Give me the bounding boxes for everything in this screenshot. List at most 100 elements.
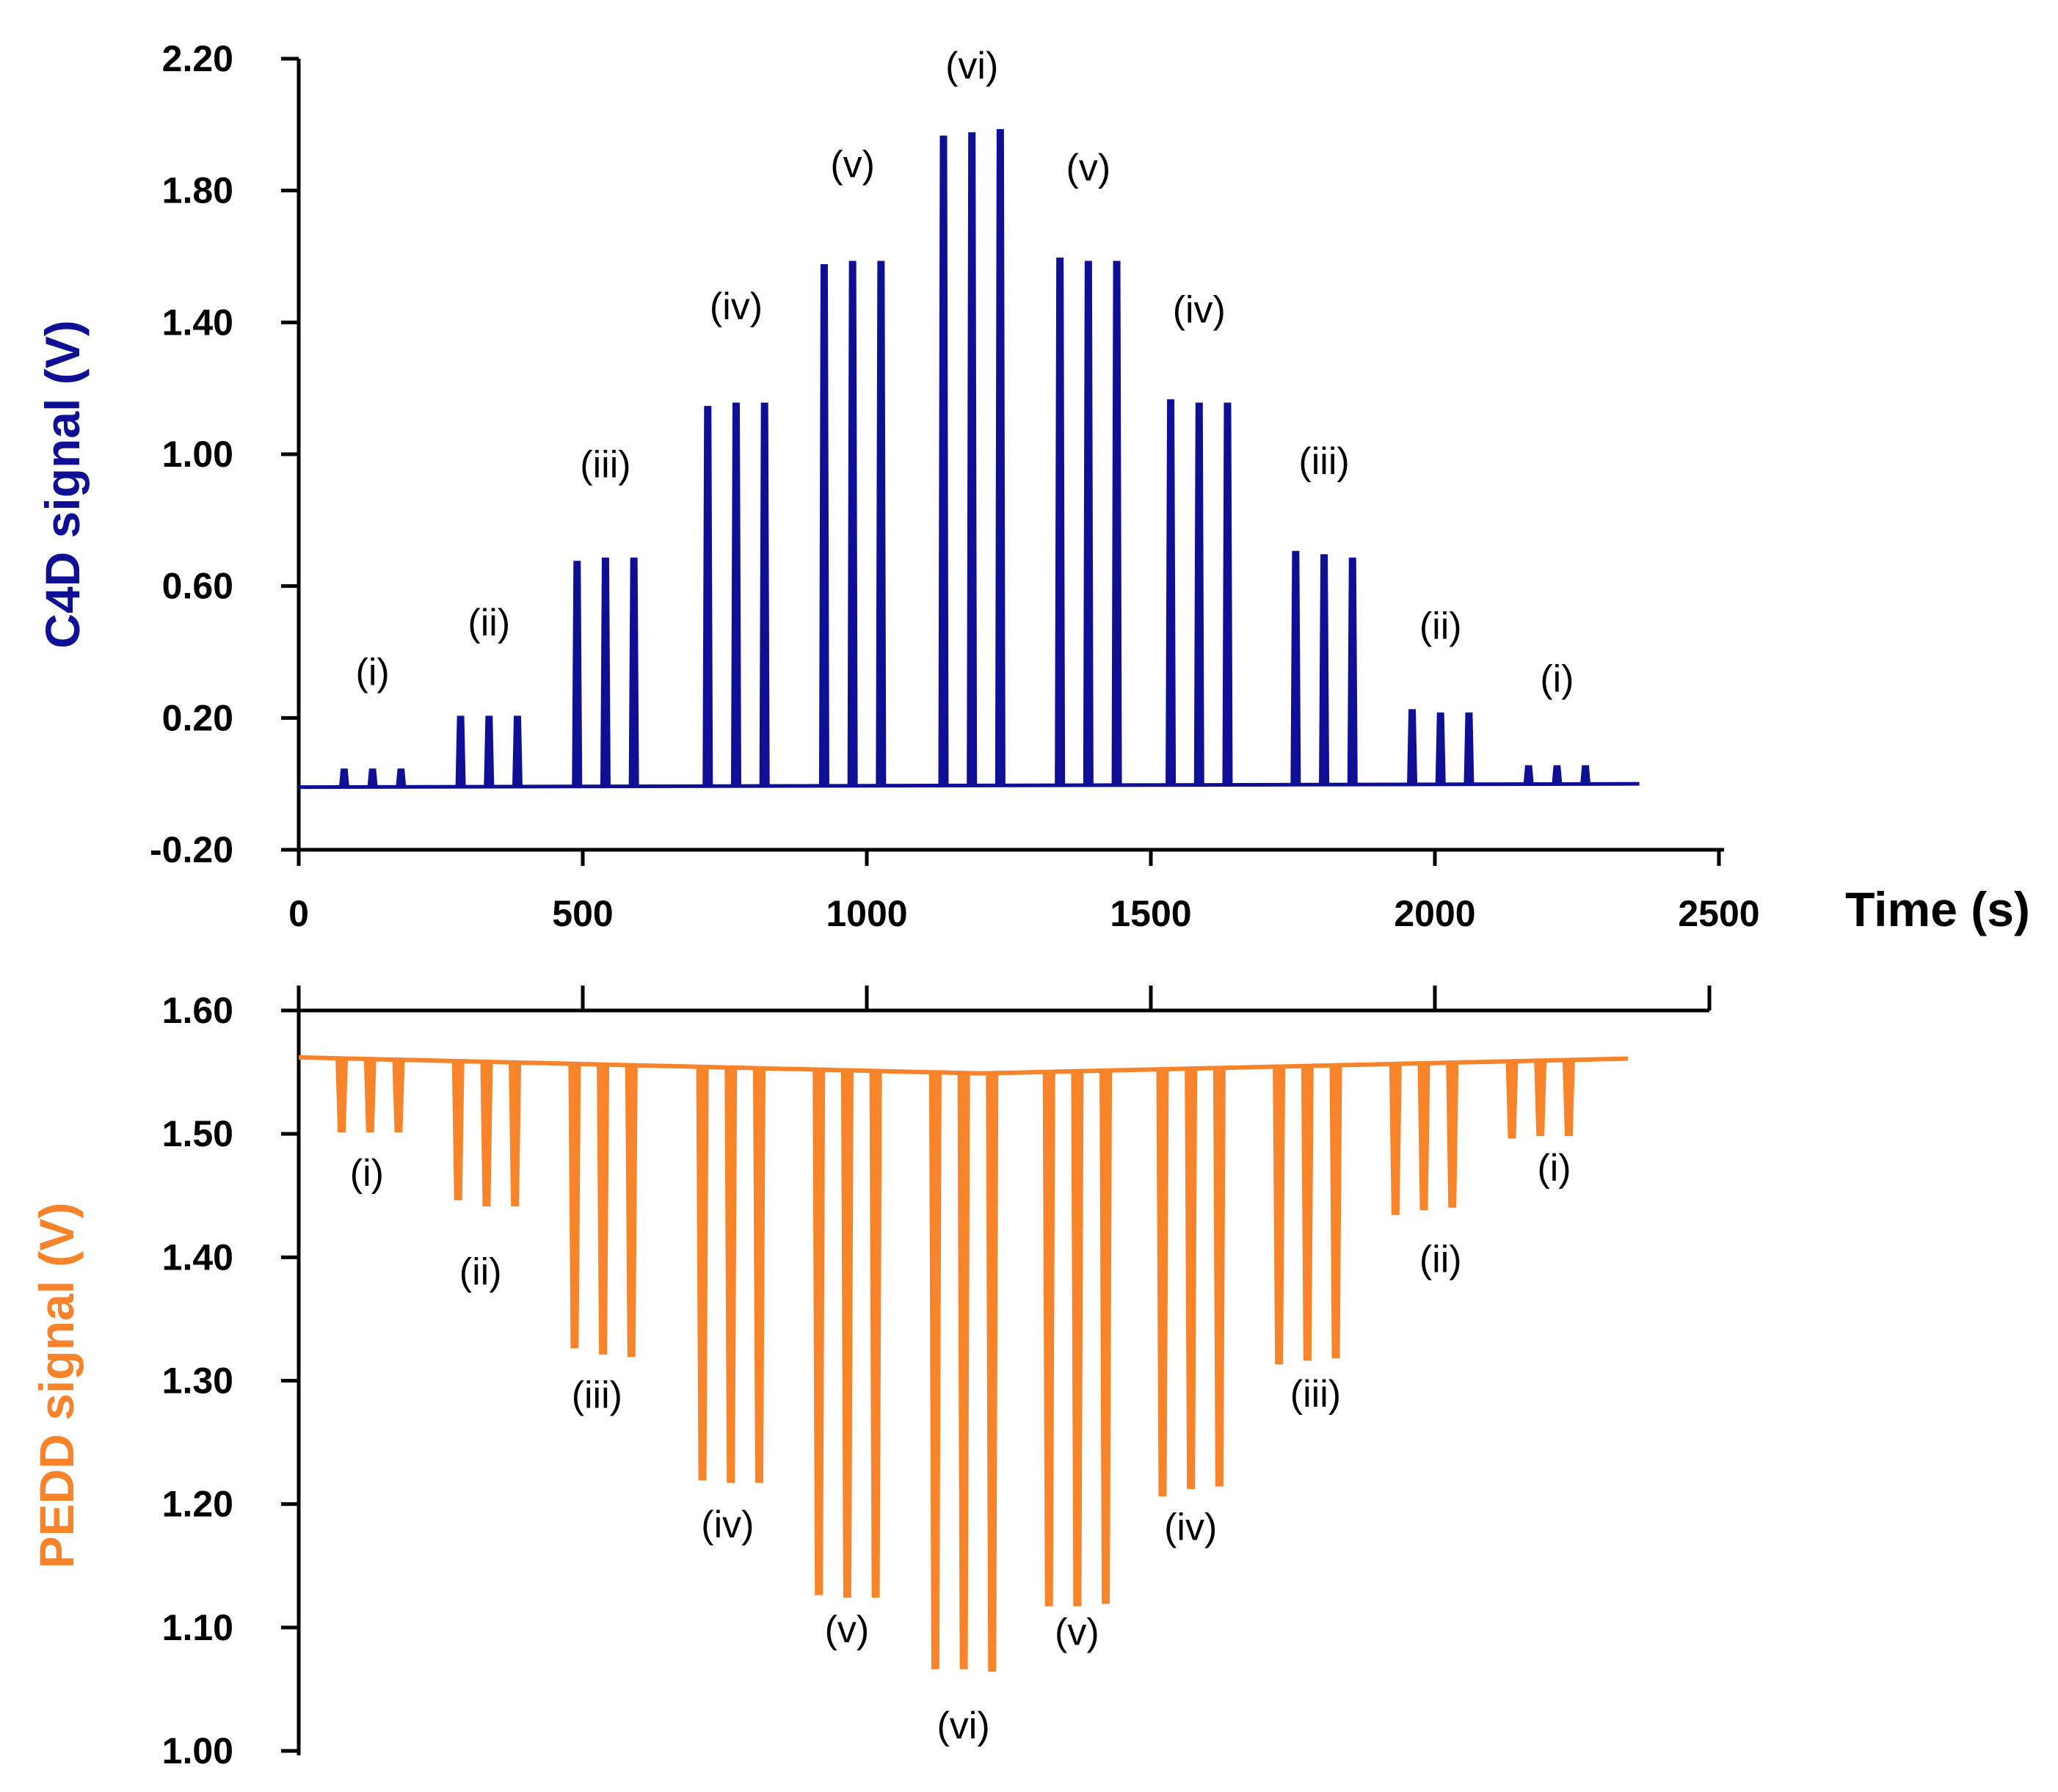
pedd-y-tick-label: 1.60 <box>162 990 233 1031</box>
pedd-peak <box>363 1059 377 1133</box>
c4d-y-tick-label: 1.40 <box>162 302 233 343</box>
pedd-peak <box>625 1065 638 1358</box>
c4d-level-annotation: (i) <box>1540 658 1574 700</box>
c4d-peak <box>1552 765 1563 784</box>
pedd-y-tick-label: 1.50 <box>162 1113 233 1154</box>
pedd-peak <box>752 1068 766 1483</box>
pedd-peak <box>1273 1066 1286 1365</box>
pedd-level-annotation: (ii) <box>1419 1239 1462 1281</box>
pedd-level-annotation: (ii) <box>459 1250 502 1293</box>
pedd-level-annotation: (i) <box>350 1152 384 1195</box>
c4d-peak <box>1193 402 1204 785</box>
pedd-peak <box>1042 1071 1055 1606</box>
x-tick-label: 2000 <box>1394 893 1475 934</box>
pedd-level-annotation: (v) <box>1055 1611 1099 1653</box>
c4d-peak <box>1463 712 1475 784</box>
c4d-peak <box>1290 550 1301 785</box>
c4d-level-annotation: (v) <box>1066 147 1111 189</box>
c4d-peak <box>1111 261 1122 785</box>
pedd-level-annotation: (iv) <box>701 1504 754 1546</box>
c4d-peak <box>600 557 611 787</box>
pedd-level-annotation: (i) <box>1537 1147 1571 1190</box>
pedd-peak <box>509 1062 522 1207</box>
pedd-peak <box>1071 1071 1084 1606</box>
c4d-peak <box>1083 261 1094 786</box>
c4d-peak <box>367 768 378 787</box>
pedd-peak <box>597 1064 610 1355</box>
c4d-level-annotation: (iii) <box>580 443 630 486</box>
pedd-peak <box>724 1067 738 1483</box>
c4d-level-annotation: (v) <box>830 144 875 186</box>
c4d-peak <box>1435 712 1446 784</box>
c4d-y-tick-label: 0.20 <box>162 697 233 738</box>
pedd-y-tick-label: 1.00 <box>162 1730 233 1771</box>
pedd-level-annotation: (v) <box>825 1609 870 1651</box>
c4d-y-tick-label: 0.60 <box>162 566 233 607</box>
pedd-panel: PEDD signal (V) 1.60 1.50 1.40 1.30 1.20 1.10… <box>29 986 1712 1771</box>
x-tick-label: 500 <box>552 893 613 934</box>
pedd-y-axis-label: PEDD signal (V) <box>29 1203 84 1569</box>
pedd-peak <box>451 1060 465 1201</box>
pedd-peak <box>696 1066 709 1481</box>
pedd-peak <box>1185 1068 1198 1490</box>
pedd-peak <box>1212 1068 1226 1487</box>
c4d-peak <box>1580 765 1591 784</box>
c4d-level-annotation: (vi) <box>945 45 998 87</box>
c4d-peak <box>1407 709 1418 784</box>
c4d-y-tick-label: -0.20 <box>150 829 233 870</box>
pedd-peak <box>335 1058 349 1133</box>
c4d-peak <box>702 406 713 787</box>
pedd-peak <box>812 1069 826 1595</box>
pedd-peak <box>1446 1063 1459 1208</box>
pedd-peak <box>1099 1070 1113 1604</box>
c4d-level-annotation: (ii) <box>1419 605 1462 648</box>
pedd-peak <box>1505 1061 1519 1139</box>
c4d-peak <box>455 715 466 787</box>
pedd-level-annotation: (iii) <box>572 1374 622 1416</box>
pedd-peak <box>986 1073 999 1672</box>
c4d-peak <box>396 768 407 787</box>
pedd-peak <box>480 1061 493 1207</box>
c4d-y-axis-label: C4D signal (V) <box>35 320 90 648</box>
pedd-peak <box>1156 1069 1169 1497</box>
c4d-peak <box>730 402 741 787</box>
c4d-peak <box>1523 765 1534 784</box>
pedd-peak <box>957 1073 970 1669</box>
c4d-peak <box>995 128 1006 786</box>
c4d-peak <box>1055 257 1066 786</box>
c4d-level-annotation: (ii) <box>468 602 510 644</box>
pedd-y-tick-label: 1.30 <box>162 1361 233 1402</box>
x-tick-label: 1000 <box>826 893 907 934</box>
x-tick-label: 2500 <box>1678 893 1759 934</box>
c4d-peak <box>818 263 829 786</box>
pedd-peak <box>840 1070 854 1598</box>
c4d-peak <box>1347 557 1358 785</box>
c4d-level-annotation: (iii) <box>1298 440 1349 483</box>
c4d-peak <box>967 132 978 786</box>
pedd-y-tick-label: 1.20 <box>162 1484 233 1525</box>
pedd-level-annotation: (iv) <box>1164 1506 1217 1548</box>
c4d-peak <box>1319 554 1330 785</box>
pedd-peak <box>568 1063 581 1349</box>
pedd-level-annotation: (iii) <box>1290 1373 1341 1416</box>
x-tick-label: 1500 <box>1110 893 1191 934</box>
pedd-peak <box>1389 1063 1402 1215</box>
c4d-peak <box>512 715 523 787</box>
c4d-peak <box>938 135 949 786</box>
pedd-level-annotation: (vi) <box>937 1705 989 1747</box>
c4d-peak <box>1166 399 1177 785</box>
c4d-peak <box>759 402 770 787</box>
pedd-peak <box>928 1072 942 1669</box>
c4d-peak <box>572 561 583 787</box>
c4d-level-annotation: (iv) <box>710 285 763 328</box>
pedd-peak <box>1417 1063 1430 1211</box>
pedd-peak <box>869 1071 882 1598</box>
pedd-peak <box>1301 1066 1314 1361</box>
pedd-peak <box>1562 1060 1575 1137</box>
c4d-peak <box>876 261 887 786</box>
c4d-panel: C4D signal (V) 2.20 1.80 1.40 1.00 0.60 0.20 -… <box>35 38 2030 936</box>
c4d-y-tick-label: 1.00 <box>162 434 233 475</box>
c4d-level-annotation: (i) <box>356 651 390 693</box>
x-tick-label: 0 <box>288 893 309 934</box>
